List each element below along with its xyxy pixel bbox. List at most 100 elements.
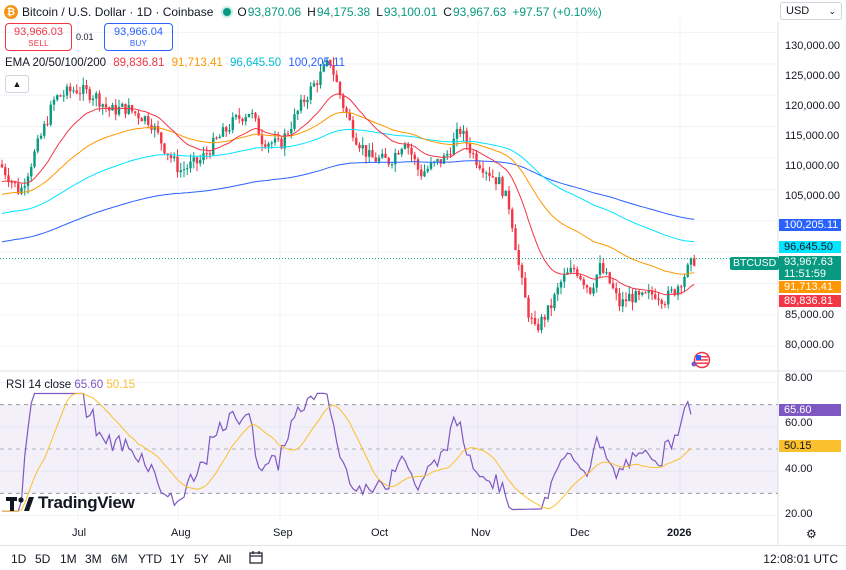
candle-body <box>530 317 533 319</box>
candle-body <box>693 258 696 266</box>
candle-body <box>605 272 608 274</box>
candle-body <box>381 153 384 158</box>
candle-body <box>7 175 10 183</box>
range-3m-button[interactable]: 3M <box>85 552 102 566</box>
sell-label: SELL <box>28 39 49 48</box>
countdown-value: 11:51:59 <box>784 268 827 280</box>
currency-value: USD <box>786 5 810 17</box>
candle-body <box>533 318 537 325</box>
candle-body <box>260 135 264 145</box>
candle-body <box>43 123 46 136</box>
candle-body <box>72 90 75 92</box>
range-1y-button[interactable]: 1Y <box>170 552 185 566</box>
time-tick: Dec <box>570 527 590 539</box>
price-tick: 125,000.00 <box>785 70 841 82</box>
candle-body <box>676 286 680 296</box>
rsi-line <box>2 392 692 512</box>
candle-body <box>520 264 524 278</box>
price-tick: 85,000.00 <box>785 309 834 321</box>
candle-body <box>387 157 390 165</box>
candle-body <box>98 93 101 107</box>
settings-gear-icon[interactable]: ⚙ <box>806 527 817 541</box>
candle-body <box>465 130 468 144</box>
tradingview-logo-text: TradingView <box>38 493 135 512</box>
buy-button[interactable]: 93,966.04 BUY <box>104 23 173 51</box>
symbol-title[interactable]: Bitcoin / U.S. Dollar · 1D · Coinbase <box>22 5 214 19</box>
range-1m-button[interactable]: 1M <box>60 552 77 566</box>
candle-body <box>208 153 212 155</box>
candle-body <box>475 153 478 166</box>
candle-body <box>683 276 686 287</box>
candle-body <box>429 162 433 169</box>
sell-button[interactable]: 93,966.03 SELL <box>5 23 72 51</box>
candle-body <box>517 250 520 265</box>
candle-body <box>550 305 553 309</box>
chevron-up-icon: ▲ <box>12 79 22 89</box>
candle-body <box>644 292 647 294</box>
range-1d-button[interactable]: 1D <box>11 552 27 566</box>
candle-body <box>0 164 4 168</box>
candle-body <box>114 104 117 115</box>
candle-body <box>88 89 91 101</box>
candle-body <box>69 86 72 92</box>
ohlc-change: +97.57 (+0.10%) <box>512 5 602 19</box>
tradingview-logo[interactable]: TradingView <box>6 493 135 513</box>
currency-select[interactable]: USD ⌄ <box>780 2 842 20</box>
range-6m-button[interactable]: 6M <box>111 552 128 566</box>
us-flag-icon[interactable] <box>687 351 715 374</box>
candle-body <box>231 117 234 131</box>
candle-body <box>377 157 381 162</box>
candle-body <box>572 267 576 270</box>
collapse-legend-button[interactable]: ▲ <box>5 75 29 93</box>
candle-body <box>423 171 426 177</box>
candle-body <box>228 130 231 132</box>
candle-body <box>78 93 82 95</box>
candle-body <box>95 93 98 99</box>
candle-body <box>241 118 244 122</box>
rsi-value: 65.60 <box>74 379 104 391</box>
ohlc-high: 94,175.38 <box>316 5 371 19</box>
candle-body <box>410 147 413 155</box>
candle-body <box>221 127 225 137</box>
candle-body <box>140 118 143 122</box>
candle-body <box>498 177 501 185</box>
candle-body <box>524 277 527 298</box>
rsi-legend[interactable]: RSI 14 close 65.60 50.15 <box>6 379 135 391</box>
candle-body <box>10 182 13 184</box>
candle-body <box>49 104 52 125</box>
utc-clock[interactable]: 12:08:01 UTC <box>763 552 838 566</box>
candle-body <box>17 183 20 194</box>
range-ytd-button[interactable]: YTD <box>138 552 162 566</box>
ema50-line <box>1 111 695 275</box>
symbol-header: ₿ Bitcoin / U.S. Dollar · 1D · Coinbase … <box>4 3 608 21</box>
time-tick: Sep <box>273 527 293 539</box>
symbol-price-label: BTCUSD <box>730 257 780 270</box>
candle-body <box>270 142 273 144</box>
time-tick: 2026 <box>667 527 692 539</box>
candle-body <box>163 143 166 154</box>
candle-body <box>442 155 446 164</box>
ema-legend[interactable]: EMA 20/50/100/200 89,836.81 91,713.41 96… <box>5 57 349 69</box>
calendar-icon[interactable] <box>249 551 263 564</box>
sell-price: 93,966.03 <box>14 26 63 38</box>
candle-body <box>234 115 238 118</box>
bitcoin-icon: ₿ <box>4 5 18 19</box>
candle-body <box>26 176 30 187</box>
candle-body <box>65 86 69 96</box>
candle-body <box>127 105 130 114</box>
range-5y-button[interactable]: 5Y <box>194 552 209 566</box>
candle-body <box>494 177 498 185</box>
last-price-badge: 93,967.63 11:51:59 <box>779 256 841 280</box>
range-5d-button[interactable]: 5D <box>35 552 51 566</box>
candle-body <box>4 167 7 176</box>
candle-body <box>147 116 150 125</box>
range-all-button[interactable]: All <box>218 552 232 566</box>
candle-body <box>563 274 566 282</box>
candle-body <box>56 95 59 100</box>
candle-body <box>621 299 624 307</box>
candle-body <box>449 153 452 155</box>
buy-price: 93,966.04 <box>114 26 163 38</box>
candle-body <box>592 287 595 294</box>
candle-body <box>293 114 296 129</box>
